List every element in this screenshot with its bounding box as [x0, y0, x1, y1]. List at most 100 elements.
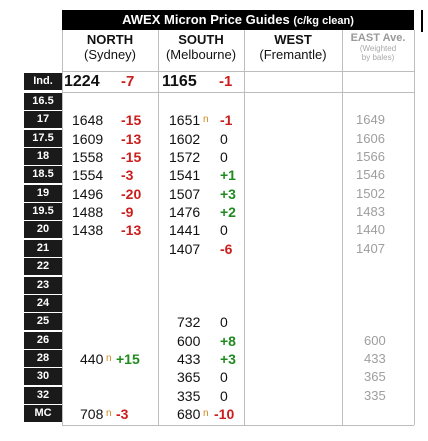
- header-east-sub1: (Weighted: [359, 44, 397, 53]
- north-price: 1609: [72, 131, 104, 147]
- north-price: 1648: [72, 112, 104, 128]
- index-north-price: 1224: [64, 73, 100, 90]
- header-west: WEST (Fremantle): [244, 32, 342, 62]
- header-east-name: EAST Ave.: [350, 32, 406, 44]
- grid-line: [342, 30, 343, 425]
- row-label: 22: [24, 258, 62, 276]
- index-south-change: -1: [219, 73, 233, 90]
- south-change: +3: [220, 351, 236, 367]
- index-north-change: -7: [121, 73, 135, 90]
- header-north-city: (Sydney): [83, 47, 137, 62]
- east-average: 1440: [356, 222, 385, 237]
- title-unit: (c/kg clean): [293, 15, 354, 27]
- south-price: 600: [177, 333, 201, 349]
- south-price: 1541: [169, 167, 201, 183]
- header-north-name: NORTH: [86, 32, 134, 47]
- north-change: -13: [121, 131, 142, 147]
- south-price: 1602: [169, 131, 201, 147]
- east-average: 1649: [356, 112, 385, 127]
- south-price: 1572: [169, 149, 201, 165]
- east-average: 1606: [356, 131, 385, 146]
- title-main: AWEX Micron Price Guides: [122, 12, 290, 27]
- south-change: +8: [220, 333, 236, 349]
- south-change: 0: [220, 131, 228, 147]
- row-label: 19.5: [24, 203, 62, 221]
- north-change: -15: [121, 149, 142, 165]
- south-price: 433: [177, 351, 201, 367]
- index-south-price: 1165: [162, 73, 197, 90]
- row-label: 17: [24, 111, 62, 129]
- south-change: 0: [220, 314, 228, 330]
- east-average: 365: [364, 369, 386, 384]
- row-label: 18: [24, 148, 62, 166]
- grid-line: [414, 30, 415, 425]
- header-west-name: WEST: [274, 32, 312, 47]
- row-label: 30: [24, 368, 62, 386]
- south-change: -10: [214, 406, 235, 422]
- north-price: 708: [80, 406, 104, 422]
- east-average: 335: [364, 388, 386, 403]
- grid-line: [62, 71, 414, 72]
- row-label: 17.5: [24, 130, 62, 148]
- south-price: 1441: [169, 222, 201, 238]
- east-average: 1566: [356, 149, 385, 164]
- row-label: 28: [24, 350, 62, 368]
- north-change: -3: [121, 167, 134, 183]
- grid-line: [244, 30, 245, 425]
- table-title: AWEX Micron Price Guides (c/kg clean): [62, 10, 414, 30]
- north-price: 1438: [72, 222, 104, 238]
- north-change: -15: [121, 112, 142, 128]
- header-south: SOUTH (Melbourne): [158, 32, 244, 62]
- north-price: 1488: [72, 204, 104, 220]
- row-label: 23: [24, 277, 62, 295]
- row-label: 26: [24, 332, 62, 350]
- east-average: 1546: [356, 167, 385, 182]
- right-border: [421, 10, 423, 32]
- south-change: +2: [220, 204, 236, 220]
- row-label: 24: [24, 295, 62, 313]
- grid-line: [62, 30, 63, 425]
- row-label: 18.5: [24, 166, 62, 184]
- header-north: NORTH (Sydney): [62, 32, 158, 62]
- east-average: 1407: [356, 241, 385, 256]
- header-west-city: (Fremantle): [259, 47, 327, 62]
- row-label: 20: [24, 221, 62, 239]
- south-change: 0: [220, 388, 228, 404]
- east-average: 1483: [356, 204, 385, 219]
- south-price: 732: [177, 314, 201, 330]
- south-price: 1651: [169, 112, 201, 128]
- south-change: +3: [220, 186, 236, 202]
- header-east-sub2: by bales): [361, 53, 395, 62]
- south-price: 1476: [169, 204, 201, 220]
- row-label: 25: [24, 313, 62, 331]
- north-noted-marker: n: [106, 353, 112, 364]
- north-price: 1496: [72, 186, 104, 202]
- south-change: 0: [220, 149, 228, 165]
- east-average: 433: [364, 351, 386, 366]
- header-south-city: (Melbourne): [165, 47, 237, 62]
- grid-line: [62, 92, 414, 93]
- south-change: -1: [220, 112, 233, 128]
- south-price: 1507: [169, 186, 201, 202]
- south-change: +1: [220, 167, 236, 183]
- north-change: -3: [116, 406, 129, 422]
- south-price: 680: [177, 406, 201, 422]
- north-price: 1558: [72, 149, 104, 165]
- row-label: MC: [24, 405, 62, 423]
- grid-line: [62, 425, 414, 426]
- north-change: -13: [121, 222, 142, 238]
- south-change: 0: [220, 222, 228, 238]
- row-label: 16.5: [24, 93, 62, 111]
- north-price: 1554: [72, 167, 104, 183]
- north-change: -20: [121, 186, 142, 202]
- south-price: 1407: [169, 241, 201, 257]
- east-average: 1502: [356, 186, 385, 201]
- south-price: 335: [177, 388, 201, 404]
- row-label-index: Ind.: [24, 73, 62, 91]
- north-price: 440: [80, 351, 104, 367]
- north-change: +15: [116, 351, 140, 367]
- south-change: -6: [220, 241, 233, 257]
- row-label: 32: [24, 387, 62, 405]
- south-noted-marker: n: [203, 408, 209, 419]
- row-label: 21: [24, 240, 62, 258]
